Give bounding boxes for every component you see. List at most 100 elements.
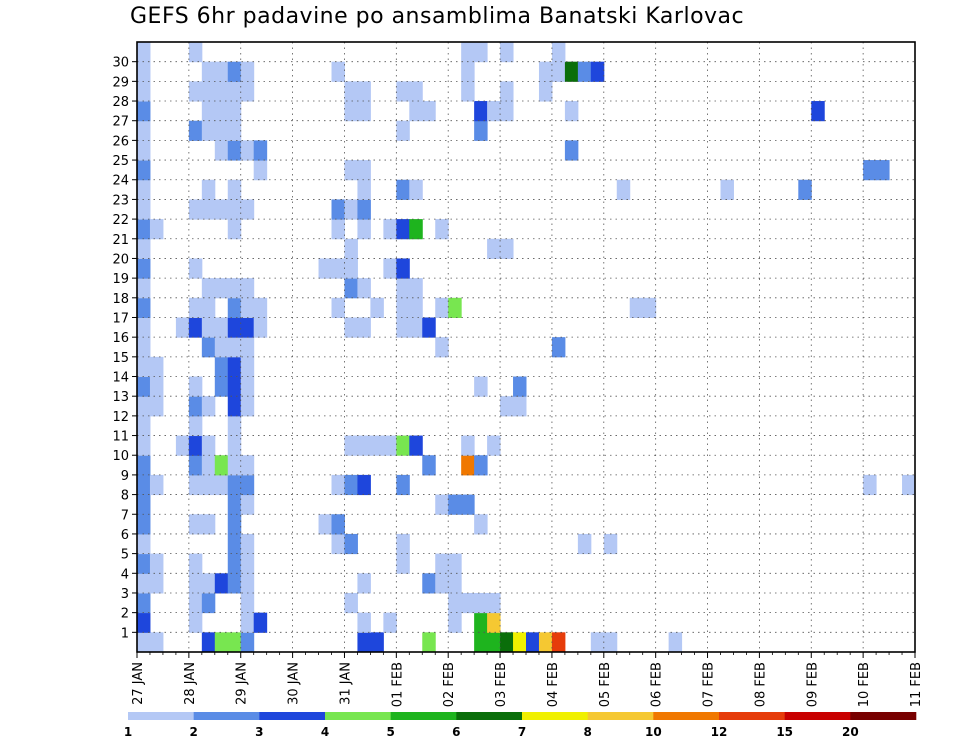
y-tick-label: 7 — [121, 508, 129, 523]
heatmap-cell — [227, 179, 242, 200]
heatmap-cell — [435, 337, 449, 358]
heatmap-cell — [551, 632, 566, 653]
heatmap-cell — [188, 553, 203, 574]
heatmap-cell — [500, 81, 514, 102]
heatmap-cell — [577, 533, 592, 555]
y-tick-label: 15 — [112, 351, 129, 366]
heatmap-cell — [383, 612, 397, 633]
heatmap-cell — [240, 297, 255, 318]
heatmap-cell — [188, 455, 203, 476]
heatmap-cell — [435, 297, 449, 318]
heatmap-cell — [318, 514, 332, 535]
colorbar-tick-label: 4 — [321, 725, 329, 739]
heatmap-cell — [331, 61, 345, 82]
heatmap-cell — [409, 81, 423, 102]
y-tick-label: 28 — [112, 95, 129, 110]
heatmap-cell — [227, 337, 242, 358]
heatmap-cell — [227, 219, 242, 240]
heatmap-cell — [137, 592, 151, 614]
heatmap-cell — [240, 632, 255, 653]
heatmap-cell — [240, 376, 255, 397]
heatmap-cell — [357, 81, 371, 102]
heatmap-cell — [409, 317, 423, 338]
x-tick-label: 11 FEB — [909, 662, 924, 707]
heatmap-cell — [149, 553, 164, 574]
heatmap-cell — [201, 514, 216, 535]
heatmap-cell — [902, 474, 916, 496]
heatmap-cell — [240, 573, 255, 594]
heatmap-cell — [448, 494, 462, 515]
y-tick-label: 10 — [112, 449, 129, 464]
heatmap-cell — [137, 258, 151, 279]
heatmap-cell — [188, 317, 203, 338]
x-tick-label: 29 JAN — [235, 662, 250, 705]
heatmap-cell — [137, 376, 151, 397]
heatmap-cell — [240, 592, 255, 614]
heatmap-cell — [357, 278, 371, 299]
heatmap-cell — [526, 632, 540, 653]
heatmap-cell — [396, 474, 410, 496]
heatmap-cell — [629, 297, 644, 318]
heatmap-cell — [240, 317, 255, 338]
colorbar-tick-label: 7 — [518, 725, 526, 739]
heatmap-cell — [227, 494, 242, 515]
heatmap-cell — [344, 160, 358, 181]
heatmap-cell — [227, 120, 242, 141]
y-tick-label: 14 — [112, 371, 129, 386]
x-tick-label: 04 FEB — [546, 662, 561, 707]
heatmap-cell — [137, 297, 151, 318]
heatmap-cell — [137, 160, 151, 181]
heatmap-cell — [137, 612, 151, 633]
x-tick-label: 30 JAN — [287, 662, 302, 705]
heatmap-cell — [137, 317, 151, 338]
heatmap-cell — [811, 101, 825, 122]
heatmap-cell — [137, 179, 151, 200]
heatmap-cell — [137, 356, 151, 378]
heatmap-cell — [240, 455, 255, 476]
heatmap-cell — [370, 297, 384, 318]
heatmap-cell — [214, 632, 229, 653]
heatmap-cell — [551, 42, 566, 63]
heatmap-cell — [435, 219, 449, 240]
heatmap-cell — [370, 632, 384, 653]
heatmap-cell — [227, 514, 242, 535]
heatmap-cell — [227, 455, 242, 476]
heatmap-cell — [253, 317, 268, 338]
heatmap-cell — [409, 435, 423, 456]
heatmap-cell — [175, 435, 190, 456]
heatmap-cell — [227, 297, 242, 318]
heatmap-cell — [448, 297, 462, 318]
heatmap-cell — [188, 81, 203, 102]
heatmap-cell — [214, 376, 229, 397]
colorbar-tick-label: 15 — [776, 725, 793, 739]
heatmap-cell — [137, 573, 151, 594]
heatmap-cell — [487, 612, 501, 633]
heatmap-cell — [487, 101, 501, 122]
heatmap-cell — [137, 42, 151, 63]
heatmap-cell — [863, 160, 877, 181]
colorbar-tick-label: 6 — [452, 725, 460, 739]
heatmap-cell — [227, 101, 242, 122]
heatmap-cell — [201, 396, 216, 417]
chart-title: GEFS 6hr padavine po ansamblima Banatski… — [130, 4, 745, 29]
heatmap-cell — [240, 278, 255, 299]
heatmap-cell — [396, 435, 410, 456]
heatmap-cell — [240, 199, 255, 220]
heatmap-cell — [137, 415, 151, 437]
colorbar-tick-label: 10 — [645, 725, 662, 739]
colorbar-segment — [522, 712, 588, 720]
y-tick-label: 3 — [121, 587, 129, 602]
heatmap-cell — [137, 632, 151, 653]
heatmap-cell — [214, 317, 229, 338]
colorbar-segment — [456, 712, 523, 720]
y-tick-label: 12 — [112, 410, 129, 425]
heatmap-cell — [798, 179, 812, 200]
y-tick-label: 19 — [112, 272, 129, 287]
heatmap-cell — [149, 356, 164, 378]
colorbar-tick-label: 20 — [842, 725, 859, 739]
heatmap-cell — [551, 337, 566, 358]
heatmap-cell — [513, 632, 527, 653]
heatmap-cell — [487, 238, 501, 259]
heatmap-cell — [370, 435, 384, 456]
heatmap-cell — [188, 514, 203, 535]
